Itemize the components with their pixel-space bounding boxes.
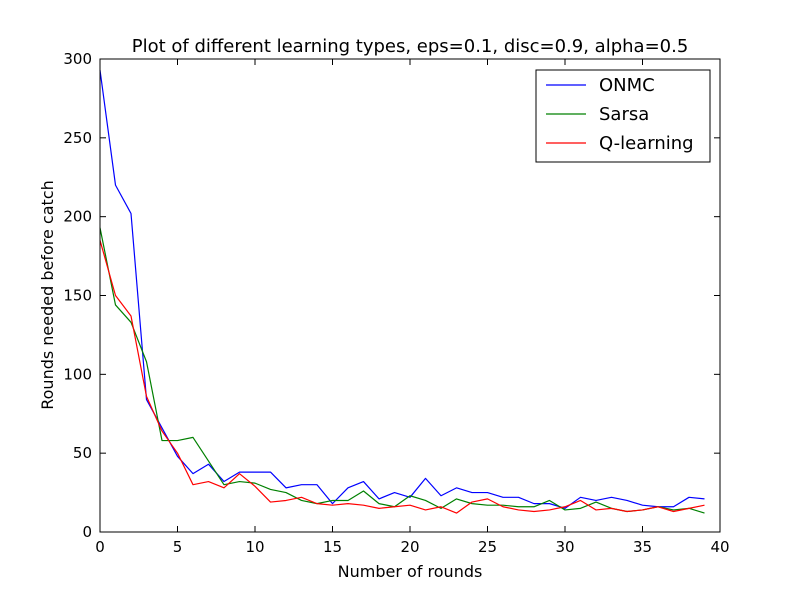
legend-label: Sarsa xyxy=(599,104,649,125)
series-layer xyxy=(99,69,705,514)
y-tick-label: 0 xyxy=(82,523,92,541)
x-axis-label: Number of rounds xyxy=(338,562,483,581)
plot-area: 0 5 10 15 20 25 30 35 40 0 50 100 150 200 250 300 xyxy=(63,50,729,556)
x-tick-label: 10 xyxy=(245,538,264,556)
legend: ONMC Sarsa Q-learning xyxy=(535,69,711,163)
x-tick-label: 30 xyxy=(555,538,574,556)
legend-items: ONMC Sarsa Q-learning xyxy=(546,75,694,154)
y-axis-ticks: 0 50 100 150 200 250 300 xyxy=(63,50,720,541)
y-tick-label: 300 xyxy=(63,50,92,68)
x-tick-label: 20 xyxy=(400,538,419,556)
legend-label: ONMC xyxy=(599,75,655,96)
legend-label: Q-learning xyxy=(599,133,694,154)
y-tick-label: 50 xyxy=(73,444,92,462)
x-tick-label: 0 xyxy=(95,538,105,556)
y-tick-label: 200 xyxy=(63,208,92,226)
series-line-sarsa xyxy=(99,227,705,514)
x-tick-label: 25 xyxy=(478,538,497,556)
chart-title: Plot of different learning types, eps=0.… xyxy=(132,36,689,57)
y-tick-label: 250 xyxy=(63,129,92,147)
y-axis-label: Rounds needed before catch xyxy=(38,180,57,410)
x-axis-ticks: 0 5 10 15 20 25 30 35 40 xyxy=(95,59,730,556)
x-tick-label: 15 xyxy=(323,538,342,556)
y-tick-label: 100 xyxy=(63,365,92,383)
y-tick-label: 150 xyxy=(63,287,92,305)
x-tick-label: 40 xyxy=(710,538,729,556)
series-line-onmc xyxy=(99,69,705,509)
x-tick-label: 35 xyxy=(633,538,652,556)
series-line-q-learning xyxy=(99,240,705,514)
x-tick-label: 5 xyxy=(173,538,183,556)
